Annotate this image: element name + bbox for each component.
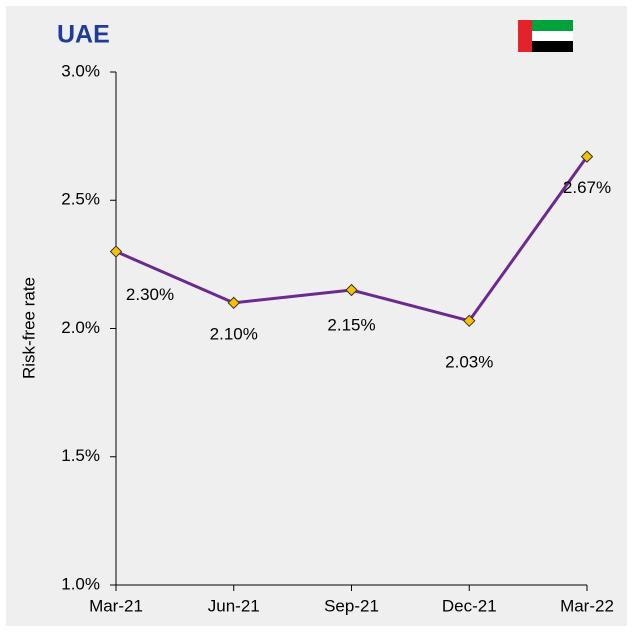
x-tick-label: Dec-21 (442, 596, 497, 615)
chart-title: UAE (57, 21, 110, 49)
data-label: 2.15% (327, 316, 375, 335)
marker (463, 314, 476, 328)
x-tick-label: Sep-21 (324, 596, 379, 615)
marker (580, 150, 594, 163)
y-tick-label: 3.0% (61, 61, 100, 80)
y-tick-label: 2.5% (61, 190, 100, 209)
y-axis-label: Risk-free rate (19, 277, 38, 379)
y-tick-label: 1.5% (61, 446, 100, 465)
background (6, 6, 627, 626)
flag (518, 20, 573, 52)
data-label: 2.30% (126, 285, 174, 304)
marker (227, 296, 240, 310)
y-tick-label: 1.0% (61, 574, 100, 593)
data-label: 2.03% (445, 352, 493, 371)
data-label: 2.67% (563, 178, 611, 197)
marker (109, 245, 123, 258)
marker (345, 283, 358, 297)
x-tick-label: Mar-22 (560, 596, 614, 615)
y-tick-label: 2.0% (61, 318, 100, 337)
x-tick-label: Mar-21 (89, 596, 143, 615)
x-tick-label: Jun-21 (208, 596, 260, 615)
data-label: 2.10% (210, 324, 258, 343)
